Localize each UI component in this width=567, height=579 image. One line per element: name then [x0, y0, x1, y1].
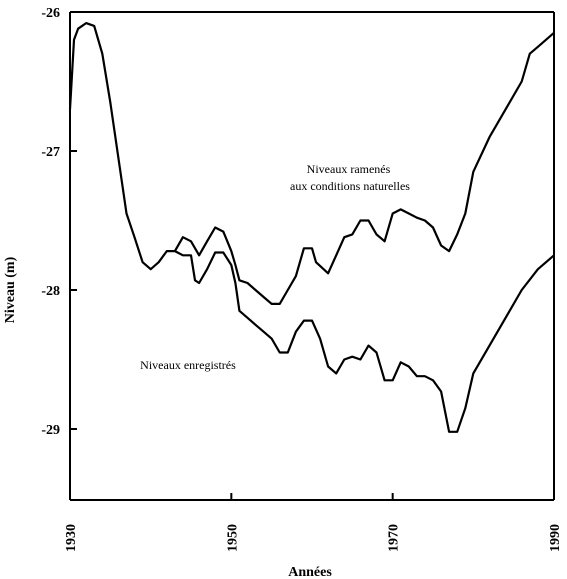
- x-tick-label: 1930: [64, 524, 79, 552]
- y-axis-ticks: -26 -27 -28 -29: [41, 6, 77, 438]
- y-tick-label: -27: [41, 145, 60, 160]
- y-tick-label: -26: [41, 6, 60, 21]
- series-line-natural: [173, 31, 555, 305]
- series-label-recorded-line-1: Niveaux enregistrés: [140, 358, 236, 372]
- x-axis-ticks: 1930 1950 1970 1990: [64, 493, 563, 552]
- x-axis-title: Années: [288, 565, 332, 579]
- x-tick-label: 1970: [387, 524, 402, 552]
- y-axis-title: Niveau (m): [3, 256, 18, 323]
- series-label-natural-line-2: aux conditions naturelles: [290, 179, 410, 193]
- y-tick-label: -29: [41, 423, 60, 438]
- x-tick-label: 1990: [548, 524, 563, 552]
- plot-area: [69, 11, 555, 501]
- series-line-recorded: [68, 22, 555, 433]
- series-label-natural: Niveaux ramenés aux conditions naturelle…: [290, 162, 410, 193]
- series-layer: [68, 22, 555, 433]
- y-tick-label: -28: [41, 284, 60, 299]
- series-label-natural-line-1: Niveaux ramenés: [307, 162, 391, 176]
- series-label-recorded: Niveaux enregistrés: [140, 358, 236, 372]
- x-tick-label: 1950: [225, 524, 240, 552]
